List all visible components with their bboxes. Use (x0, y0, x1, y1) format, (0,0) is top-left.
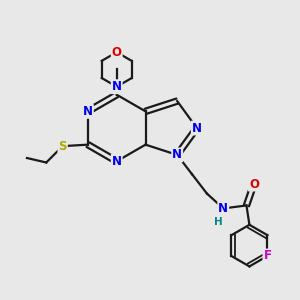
Text: N: N (218, 202, 228, 215)
Text: O: O (112, 46, 122, 59)
Text: N: N (172, 148, 182, 161)
Text: N: N (112, 155, 122, 168)
Text: H: H (214, 217, 222, 227)
Text: F: F (263, 250, 272, 262)
Text: N: N (192, 122, 202, 134)
Text: N: N (112, 80, 122, 93)
Text: N: N (83, 105, 93, 118)
Text: S: S (58, 140, 67, 153)
Text: O: O (249, 178, 259, 190)
